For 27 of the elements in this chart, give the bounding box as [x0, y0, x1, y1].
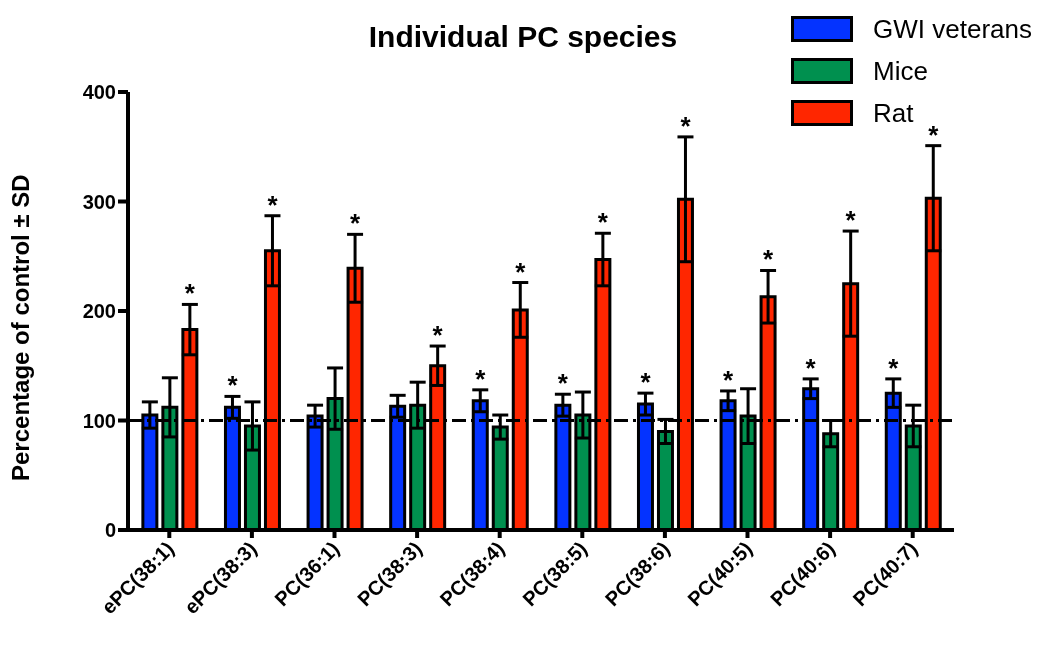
- data-label: *: [432, 320, 444, 351]
- data-label: *: [763, 244, 775, 275]
- data-label: *: [928, 119, 940, 150]
- data-label: *: [184, 278, 196, 309]
- data-label: *: [640, 367, 652, 398]
- data-label: *: [888, 352, 900, 383]
- legend-label: Rat: [873, 97, 914, 129]
- y-tick-label: 300: [82, 190, 116, 213]
- y-tick-label: 100: [82, 409, 116, 432]
- data-label: *: [805, 352, 817, 383]
- data-label: *: [557, 368, 569, 399]
- y-tick-label: 0: [104, 519, 116, 542]
- y-tick-label: 400: [82, 81, 116, 104]
- y-axis-title: Percentage of control ± SD: [6, 174, 34, 481]
- data-label: *: [350, 208, 362, 239]
- legend-label: GWI veterans: [873, 13, 1032, 45]
- y-tick-label: 200: [82, 300, 116, 323]
- data-label: *: [227, 370, 239, 401]
- legend-label: Mice: [873, 55, 928, 87]
- data-label: *: [515, 256, 527, 287]
- data-label: *: [680, 110, 692, 141]
- data-label: *: [475, 363, 487, 394]
- data-label: *: [597, 207, 609, 238]
- data-label: *: [267, 189, 279, 220]
- data-label: *: [845, 205, 857, 236]
- chart-title: Individual PC species: [367, 20, 679, 54]
- data-label: *: [723, 364, 735, 395]
